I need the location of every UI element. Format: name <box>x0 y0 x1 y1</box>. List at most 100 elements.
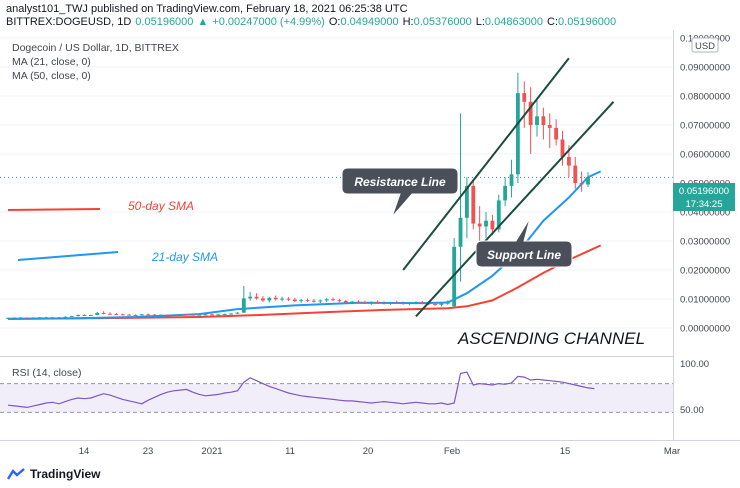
channel-annotation: ASCENDING CHANNEL <box>457 329 645 348</box>
candle-countdown: 17:34:25 <box>686 199 723 210</box>
candle <box>108 312 112 315</box>
candle <box>318 299 323 304</box>
candle <box>37 316 42 319</box>
candle-body <box>388 302 393 304</box>
candle-body <box>280 298 284 300</box>
candle-body <box>433 303 437 305</box>
ma21-legend[interactable]: MA (21, close, 0) <box>12 56 91 68</box>
time-axis[interactable]: 14 23 2021 11 20 Feb 15 Mar <box>0 440 740 462</box>
ascending-channel[interactable] <box>402 57 615 318</box>
candle-body <box>101 312 106 314</box>
candle-body <box>152 314 157 316</box>
candle-body <box>216 314 221 316</box>
candle <box>95 312 100 316</box>
candle-body <box>18 317 23 319</box>
candle <box>31 317 36 319</box>
candle <box>452 238 457 308</box>
candle <box>388 301 393 305</box>
candle <box>414 301 418 305</box>
candle <box>76 314 81 317</box>
candle <box>261 296 265 302</box>
candle-body <box>63 316 68 318</box>
candle <box>248 291 253 301</box>
candle-body <box>414 302 418 304</box>
candle-body <box>146 314 151 316</box>
candle-body <box>139 314 144 316</box>
candle <box>375 300 380 304</box>
candle <box>356 300 361 304</box>
price-chart[interactable]: 50-day SMA 21-day SMA Resistance Line Su… <box>0 30 740 356</box>
time-tick: 11 <box>285 446 295 457</box>
last-price: 0.05196000 <box>135 16 194 28</box>
candle-body <box>579 183 584 185</box>
candle <box>382 301 386 305</box>
brand-name: TradingView <box>30 467 101 481</box>
candle-body <box>573 165 578 183</box>
candle-body <box>496 200 501 230</box>
candle-body <box>292 299 297 302</box>
candle-body <box>324 299 329 301</box>
candle-body <box>120 314 125 316</box>
candle-body <box>458 217 463 247</box>
resistance-label: Resistance Line <box>354 175 446 189</box>
candle <box>280 296 284 302</box>
time-tick: 23 <box>143 446 154 457</box>
candle-body <box>229 313 233 315</box>
candle-body <box>88 314 93 316</box>
time-tick: 20 <box>363 446 374 457</box>
candle <box>114 312 119 316</box>
candle <box>12 317 17 319</box>
candle <box>101 311 106 315</box>
candle <box>439 303 444 307</box>
chart-legend-title: Dogecoin / US Dollar, 1D, BITTREX <box>12 42 179 54</box>
candle-body <box>31 317 36 319</box>
candle <box>420 301 425 305</box>
support-callout[interactable]: Support Line <box>475 217 573 268</box>
candle-body <box>343 301 348 303</box>
candle <box>241 285 246 313</box>
candle <box>407 301 412 306</box>
candle-body <box>452 246 457 307</box>
candle-body <box>363 302 367 304</box>
candle-body <box>471 185 476 224</box>
candle-body <box>273 297 278 300</box>
candle <box>369 301 374 305</box>
candle <box>159 314 163 316</box>
candle-body <box>108 313 112 315</box>
candle-body <box>235 312 240 314</box>
candle-body <box>261 298 265 301</box>
candle <box>57 316 61 319</box>
rsi-legend[interactable]: RSI (14, close) <box>12 367 81 379</box>
candle <box>528 87 533 154</box>
price-tick: 0.08000000 <box>680 92 730 103</box>
rsi-pane[interactable]: RSI (14, close) 100.00 50.00 <box>0 356 740 440</box>
candle-body <box>37 317 42 319</box>
candle-body <box>566 156 571 166</box>
candle-body <box>50 317 55 319</box>
candle <box>471 180 476 230</box>
resistance-callout[interactable]: Resistance Line <box>341 167 459 218</box>
candle <box>547 113 552 149</box>
ma50-legend[interactable]: MA (50, close, 0) <box>12 70 91 82</box>
price-tick: 0.03000000 <box>680 237 730 248</box>
time-tick: Mar <box>664 446 680 457</box>
candle-body <box>159 314 163 316</box>
candle-body <box>490 220 495 230</box>
candle-body <box>375 301 380 303</box>
chart-header: analyst101_TWJ published on TradingView.… <box>0 0 740 30</box>
candle <box>267 296 272 303</box>
candle-body <box>197 314 202 316</box>
ohlc-open: O:0.04949000 <box>328 16 399 28</box>
candle-body <box>190 314 195 316</box>
candle-body <box>222 314 227 316</box>
currency-button[interactable] <box>691 37 719 53</box>
candle-body <box>356 301 361 303</box>
last-price-marker: 0.05196000 17:34:25 <box>673 183 735 211</box>
candle <box>292 297 297 302</box>
price-tick: 0.01000000 <box>680 295 730 306</box>
candle-body <box>203 314 208 316</box>
candle <box>337 298 342 303</box>
candle <box>490 214 495 236</box>
candle <box>445 300 450 305</box>
candle <box>120 313 125 316</box>
